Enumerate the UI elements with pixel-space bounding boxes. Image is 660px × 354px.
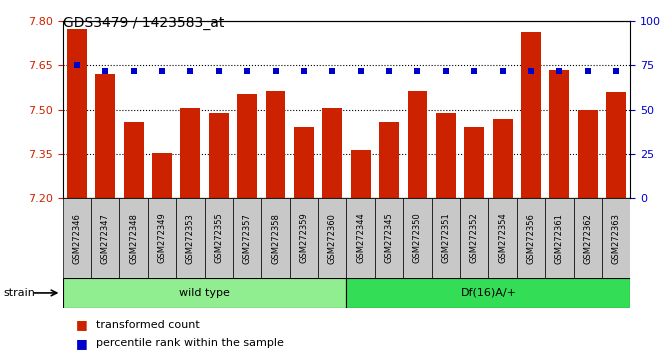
- Point: [100, 68, 111, 74]
- Bar: [464, 127, 484, 198]
- Bar: [209, 113, 229, 198]
- Text: GSM272359: GSM272359: [300, 213, 308, 263]
- Point: [412, 68, 422, 74]
- Point: [327, 68, 337, 74]
- Point: [469, 68, 479, 74]
- Bar: [237, 93, 257, 198]
- Bar: [606, 92, 626, 198]
- Bar: [436, 113, 456, 198]
- Point: [270, 68, 280, 74]
- Text: GDS3479 / 1423583_at: GDS3479 / 1423583_at: [63, 16, 224, 30]
- Text: wild type: wild type: [179, 288, 230, 298]
- Point: [128, 68, 139, 74]
- Bar: [407, 91, 428, 198]
- Bar: [294, 127, 314, 198]
- Text: Df(16)A/+: Df(16)A/+: [461, 288, 516, 298]
- Text: GSM272348: GSM272348: [129, 213, 138, 263]
- Text: GSM272358: GSM272358: [271, 213, 280, 263]
- Point: [440, 68, 451, 74]
- Point: [298, 68, 309, 74]
- Text: GSM272357: GSM272357: [243, 213, 251, 263]
- Point: [383, 68, 394, 74]
- Bar: [318, 198, 346, 278]
- Bar: [460, 198, 488, 278]
- Bar: [95, 74, 116, 198]
- Text: GSM272361: GSM272361: [555, 213, 564, 263]
- Bar: [67, 29, 87, 198]
- Bar: [574, 198, 602, 278]
- Text: GSM272353: GSM272353: [186, 213, 195, 263]
- Bar: [265, 91, 286, 198]
- Bar: [403, 198, 432, 278]
- Text: transformed count: transformed count: [96, 320, 199, 330]
- Bar: [346, 278, 630, 308]
- Bar: [152, 153, 172, 198]
- Text: GSM272349: GSM272349: [158, 213, 166, 263]
- Text: GSM272363: GSM272363: [612, 212, 620, 264]
- Point: [213, 68, 224, 74]
- Point: [242, 68, 252, 74]
- Text: percentile rank within the sample: percentile rank within the sample: [96, 338, 284, 348]
- Text: GSM272351: GSM272351: [442, 213, 450, 263]
- Point: [156, 68, 167, 74]
- Bar: [602, 198, 630, 278]
- Text: GSM272344: GSM272344: [356, 213, 365, 263]
- Text: GSM272352: GSM272352: [470, 213, 478, 263]
- Bar: [488, 198, 517, 278]
- Text: GSM272347: GSM272347: [101, 213, 110, 263]
- Text: GSM272362: GSM272362: [583, 213, 592, 263]
- Bar: [290, 198, 318, 278]
- Bar: [261, 198, 290, 278]
- Point: [525, 68, 536, 74]
- Point: [582, 68, 593, 74]
- Bar: [119, 198, 148, 278]
- Bar: [322, 108, 343, 198]
- Text: GSM272350: GSM272350: [413, 213, 422, 263]
- Bar: [148, 198, 176, 278]
- Bar: [233, 198, 261, 278]
- Bar: [517, 198, 545, 278]
- Bar: [578, 110, 598, 198]
- Bar: [521, 32, 541, 198]
- Bar: [545, 198, 574, 278]
- Text: GSM272345: GSM272345: [385, 213, 393, 263]
- Bar: [180, 108, 201, 198]
- Bar: [91, 198, 119, 278]
- Bar: [549, 70, 570, 198]
- Text: GSM272356: GSM272356: [527, 213, 535, 263]
- Bar: [492, 119, 513, 198]
- Bar: [346, 198, 375, 278]
- Point: [497, 68, 508, 74]
- Text: ■: ■: [76, 319, 88, 331]
- Text: strain: strain: [3, 288, 35, 298]
- Point: [610, 68, 621, 74]
- Text: ■: ■: [76, 337, 88, 350]
- Bar: [205, 198, 233, 278]
- Text: GSM272346: GSM272346: [73, 213, 81, 263]
- Bar: [123, 121, 144, 198]
- Point: [355, 68, 366, 74]
- Point: [72, 63, 82, 68]
- Bar: [379, 121, 399, 198]
- Bar: [176, 198, 205, 278]
- Bar: [375, 198, 403, 278]
- Point: [554, 68, 564, 74]
- Text: GSM272355: GSM272355: [214, 213, 223, 263]
- Text: GSM272354: GSM272354: [498, 213, 507, 263]
- Point: [185, 68, 195, 74]
- Bar: [350, 149, 371, 198]
- Bar: [63, 198, 91, 278]
- Text: GSM272360: GSM272360: [328, 213, 337, 263]
- Bar: [63, 278, 346, 308]
- Bar: [432, 198, 460, 278]
